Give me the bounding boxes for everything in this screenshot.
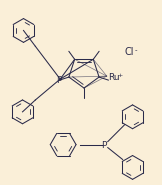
- Text: P: P: [57, 76, 62, 85]
- Text: P: P: [101, 141, 106, 150]
- Text: Cl: Cl: [125, 47, 134, 57]
- Text: -: -: [134, 47, 137, 53]
- Text: +: +: [118, 73, 123, 78]
- Text: Ru: Ru: [108, 73, 119, 82]
